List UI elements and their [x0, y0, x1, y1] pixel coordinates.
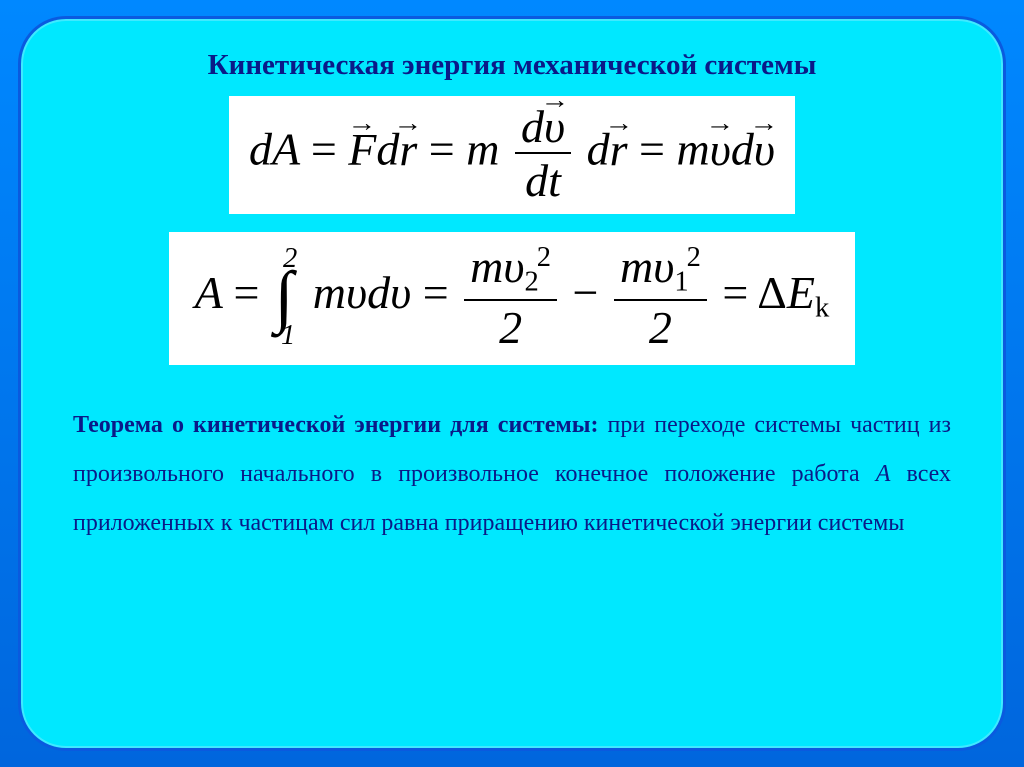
eq2-k: k: [815, 293, 829, 324]
eq2-frac1: mυ22 2: [464, 244, 557, 351]
eq2-int-lower: 1: [279, 322, 297, 351]
eq2-lhs: A: [195, 267, 222, 318]
eq2-f1-sup: 2: [537, 242, 551, 273]
eq2-f2-sup: 2: [687, 242, 701, 273]
formula-1: dA = Fdr = m dυ dt dr = mυdυ: [229, 96, 795, 214]
formula-1-wrap: dA = Fdr = m dυ dt dr = mυdυ: [21, 96, 1003, 214]
eq1-r2-vec: r: [610, 127, 628, 173]
eq1-frac-den: dt: [515, 154, 571, 204]
eq2-f2-den: 2: [614, 301, 707, 351]
eq2-integrand: mυdυ: [313, 267, 411, 318]
theorem-lead: Теорема о кинетической энергии для систе…: [73, 412, 598, 438]
eq1-v1-vec: υ: [710, 127, 731, 173]
eq2-f1-base: mυ: [470, 241, 524, 292]
formula-2-wrap: A = 2 ∫ 1 mυdυ = mυ 2 2 2 − mυ12 2 = ΔEk: [21, 232, 1003, 365]
eq2-equals-2: =: [423, 267, 460, 318]
eq1-v2-vec: υ: [754, 127, 775, 173]
eq2-E: E: [787, 267, 815, 318]
eq1-m1: m: [466, 124, 499, 175]
eq2-frac2: mυ12 2: [614, 244, 707, 351]
eq2-int-symbol: ∫: [271, 267, 297, 326]
theorem-var-A: A: [876, 461, 891, 487]
eq1-frac-num-v: υ: [544, 104, 565, 150]
eq1-lhs: dA: [249, 124, 299, 175]
slide-card: Кинетическая энергия механической систем…: [18, 16, 1006, 751]
eq1-r1-vec: r: [399, 127, 417, 173]
eq1-F-vec: F: [348, 127, 376, 173]
theorem-text: Теорема о кинетической энергии для систе…: [21, 383, 1003, 549]
formula-2: A = 2 ∫ 1 mυdυ = mυ 2 2 2 − mυ12 2 = ΔEk: [169, 232, 855, 365]
eq1-equals-1: =: [311, 124, 348, 175]
eq2-f2-base: mυ: [620, 241, 674, 292]
eq2-minus: −: [573, 267, 610, 318]
eq1-equals-3: =: [639, 124, 676, 175]
eq2-delta: Δ: [757, 267, 787, 318]
eq2-equals-1: =: [234, 267, 271, 318]
eq2-f1-den: 2: [464, 301, 557, 351]
eq2-integral: 2 ∫ 1: [271, 245, 297, 351]
eq2-equals-3: =: [722, 267, 757, 318]
eq1-equals-2: =: [429, 124, 466, 175]
eq1-frac: dυ dt: [515, 104, 571, 204]
slide-title: Кинетическая энергия механической систем…: [21, 49, 1003, 82]
